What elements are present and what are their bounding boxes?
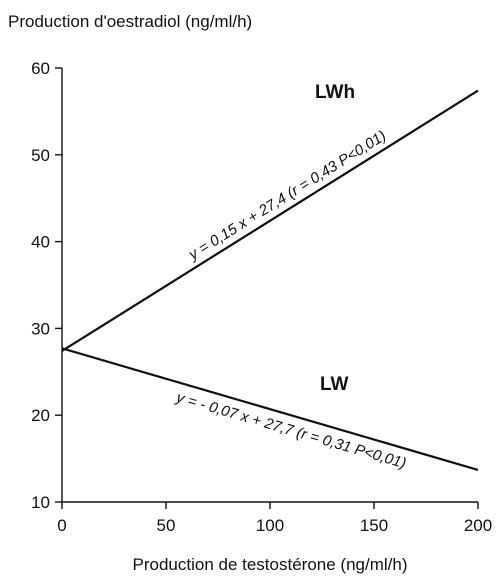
x-tick-label: 200 [464, 516, 492, 535]
y-tick-label: 20 [31, 406, 50, 425]
y-axis-title: Production d'oestradiol (ng/ml/h) [8, 12, 252, 31]
x-axis-title: Production de testostérone (ng/ml/h) [133, 555, 408, 574]
series-line-lw [61, 347, 479, 471]
series-line-lwh [61, 89, 479, 352]
y-tick-label: 40 [31, 233, 50, 252]
y-tick-label: 10 [31, 493, 50, 512]
y-tick-label: 60 [31, 59, 50, 78]
series-name-lw: LW [320, 374, 349, 395]
y-tick-label: 50 [31, 146, 50, 165]
axes: 10 20 30 40 50 60 0 50 100 150 200 [31, 59, 492, 535]
x-tick-label: 0 [57, 516, 66, 535]
x-tick-label: 50 [157, 516, 176, 535]
series-layer: y = 0,15 x + 27,4 (r = 0,43 P<0,01) LWh y … [61, 82, 479, 472]
x-tick-label: 150 [360, 516, 388, 535]
x-tick-label: 100 [256, 516, 284, 535]
equation-label-lwh: y = 0,15 x + 27,4 (r = 0,43 P<0,01) [185, 127, 389, 264]
y-tick-label: 30 [31, 319, 50, 338]
series-name-lwh: LWh [315, 82, 355, 103]
equation-label-lw: y = - 0,07 x + 27,7 (r = 0,31 P<0,01) [173, 389, 408, 472]
